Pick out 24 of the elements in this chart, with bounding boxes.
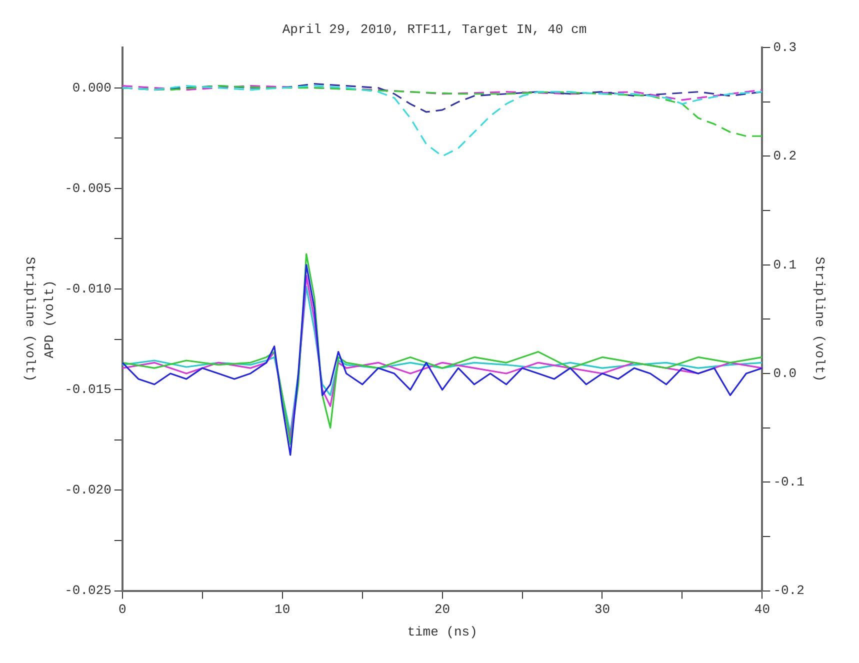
text: Stripline (volt) <box>22 256 38 382</box>
y-tick-label: -0.025 <box>64 583 112 598</box>
x-tick-label: 20 <box>434 602 450 618</box>
y2-tick-label: 0.2 <box>773 148 797 164</box>
y-tick-label: -0.010 <box>64 281 112 296</box>
x-tick-label: 10 <box>274 602 290 618</box>
y-tick-label: -0.015 <box>64 382 112 398</box>
y2-tick-label: 0.0 <box>773 366 797 381</box>
x-axis-title: time (ns) <box>407 624 478 640</box>
y2-tick-label: -0.2 <box>773 583 804 598</box>
line-series <box>122 85 762 101</box>
x-tick-label: 40 <box>754 602 770 618</box>
x-tick-label: 0 <box>118 602 126 618</box>
y2-tick-label: -0.1 <box>773 474 805 490</box>
y-axis-title: APD (volt) <box>42 280 58 358</box>
chart-title: April 29, 2010, RTF11, Target IN, 40 cm <box>282 22 587 38</box>
x-tick-label: 30 <box>594 602 610 618</box>
y-tick-label: 0.000 <box>72 80 112 96</box>
y-tick-label: -0.005 <box>64 180 112 196</box>
y-tick-label: -0.020 <box>64 482 112 498</box>
line-series <box>122 85 762 158</box>
y2-axis-title: Stripline (volt) <box>812 256 827 382</box>
y2-tick-label: 0.3 <box>773 40 797 56</box>
y2-tick-label: 0.1 <box>773 257 797 272</box>
